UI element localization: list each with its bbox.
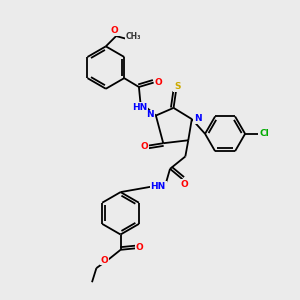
- Text: O: O: [111, 26, 119, 35]
- Text: N: N: [194, 114, 202, 123]
- Text: O: O: [181, 180, 188, 189]
- Text: CH₃: CH₃: [126, 32, 141, 41]
- Text: N: N: [146, 110, 154, 119]
- Text: O: O: [100, 256, 108, 265]
- Text: O: O: [136, 243, 143, 252]
- Text: HN: HN: [132, 103, 147, 112]
- Text: Cl: Cl: [260, 129, 269, 138]
- Text: HN: HN: [151, 182, 166, 191]
- Text: O: O: [140, 142, 148, 151]
- Text: O: O: [154, 78, 162, 87]
- Text: S: S: [174, 82, 181, 91]
